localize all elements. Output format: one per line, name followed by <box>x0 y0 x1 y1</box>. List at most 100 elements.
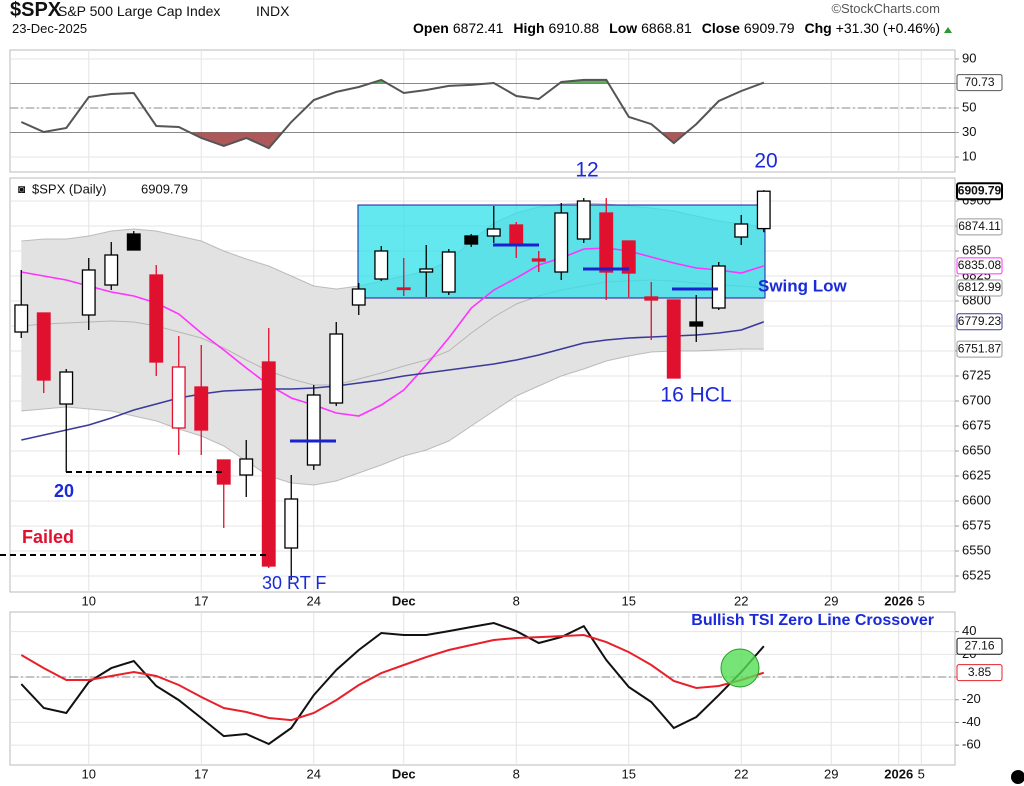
x-tick-label: 5 <box>918 766 925 781</box>
value-tag <box>956 340 1003 358</box>
x-tick-label: 22 <box>734 593 748 608</box>
candle-body <box>284 498 299 549</box>
open-label: Open <box>413 20 449 36</box>
y-tick-label: -20 <box>962 691 981 706</box>
close-value: 6909.79 <box>743 20 795 36</box>
value-tag <box>956 74 1003 92</box>
price-frame <box>9 177 956 593</box>
marks <box>14 78 771 746</box>
date: 23-Dec-2025 <box>12 21 88 36</box>
tags: 70.73 6874.11 6812.99 6751.87 6835.08 6779.23… <box>956 74 1003 682</box>
candle-body <box>239 458 254 476</box>
candle-body <box>441 251 456 293</box>
candle-body <box>59 371 74 405</box>
y-tick-label: 30 <box>962 124 976 139</box>
annotation: 12 <box>575 159 598 182</box>
x-tick-label: 24 <box>307 766 321 781</box>
quote-row: Open 6872.41 High 6910.88 Low 6868.81 Close… <box>407 20 940 36</box>
value-tag <box>956 664 1003 682</box>
source: ©StockCharts.com <box>831 1 940 16</box>
candle-body <box>599 212 614 273</box>
value-tag-label: 6779.23 <box>958 314 1002 328</box>
x-tick-label: 8 <box>513 593 520 608</box>
annotation: Failed <box>22 527 74 547</box>
y-tick-label: 6625 <box>962 467 991 482</box>
extreme-fill <box>369 79 764 84</box>
candle-body <box>329 333 344 404</box>
tsi-frame <box>9 611 956 766</box>
candle-body <box>486 228 501 237</box>
value-tag-label: 27.16 <box>964 638 994 652</box>
moving-average <box>21 321 765 441</box>
annotation: 20 <box>54 481 74 501</box>
crossover-circle <box>720 648 760 688</box>
candle-body <box>644 296 659 301</box>
x-tick-label: Dec <box>392 593 416 608</box>
x-tick-label: 15 <box>622 593 636 608</box>
candle-body <box>554 212 569 273</box>
x-tick-label: 29 <box>824 593 838 608</box>
y-tick-label: 6575 <box>962 517 991 532</box>
y-tick-label: 50 <box>962 99 976 114</box>
candle-body <box>374 250 389 280</box>
low-label: Low <box>609 20 638 36</box>
candle-body <box>734 223 749 238</box>
x-tick-label: 22 <box>734 766 748 781</box>
candle-body <box>351 288 366 306</box>
candle-body <box>689 321 704 327</box>
moving-average <box>21 247 765 417</box>
chg-value: +31.30 (+0.46%) <box>835 20 940 36</box>
price-title-value: 6909.79 <box>141 181 188 196</box>
value-tag <box>956 279 1003 297</box>
y-tick-label: -40 <box>962 714 981 729</box>
annotation: Swing Low <box>758 276 848 295</box>
candle-body <box>531 258 546 262</box>
candle-body <box>509 224 524 246</box>
candle-body <box>306 394 321 466</box>
candle-body <box>14 304 29 333</box>
x-tick-label: 2026 <box>884 593 913 608</box>
y-tick-label: 90 <box>962 50 976 65</box>
up-arrow <box>944 27 952 33</box>
candle-body <box>464 235 479 245</box>
x-tick-label: 5 <box>918 593 925 608</box>
x-tick-label: Dec <box>392 766 416 781</box>
chg-label: Chg <box>804 20 832 36</box>
candle-body <box>81 269 96 316</box>
annotations: 12 20 Swing Low 16 HCL 20 Failed 30 RT F… <box>0 150 1024 784</box>
value-tag-label: 3.85 <box>968 665 992 679</box>
rsi-frame <box>9 49 956 173</box>
annotation: Bullish TSI Zero Line Crossover <box>691 612 934 629</box>
corner-dot <box>1011 770 1024 784</box>
price-title: $SPX (Daily) <box>32 181 106 196</box>
value-tag-label: 6751.87 <box>958 341 1002 355</box>
y-tick-label: 6550 <box>962 542 991 557</box>
y-tick-label: 40 <box>962 623 976 638</box>
overlays-under <box>10 82 955 678</box>
value-tag <box>956 313 1003 331</box>
value-tag <box>956 182 1003 201</box>
x-tick-label: 17 <box>194 593 208 608</box>
candle-body <box>194 386 209 431</box>
y-tick-label: 6675 <box>962 417 991 432</box>
exchange: INDX <box>256 3 290 19</box>
candle-body <box>419 268 434 273</box>
y-tick-label: 6600 <box>962 492 991 507</box>
x-tick-label: 10 <box>82 593 96 608</box>
annotation: 20 <box>754 150 777 173</box>
high-value: 6910.88 <box>548 20 600 36</box>
x-tick-label: 17 <box>194 766 208 781</box>
value-tag-label: 70.73 <box>964 75 994 89</box>
x-tick-label: 10 <box>82 766 96 781</box>
x-tick-label: 2026 <box>884 766 913 781</box>
y-tick-label: 6700 <box>962 392 991 407</box>
candle-body <box>711 265 726 309</box>
background <box>9 49 956 766</box>
line <box>20 633 765 722</box>
candle-body <box>171 366 186 429</box>
candle-body <box>396 287 411 291</box>
y-tick-label: 6850 <box>962 242 991 257</box>
candle-body <box>36 312 51 381</box>
